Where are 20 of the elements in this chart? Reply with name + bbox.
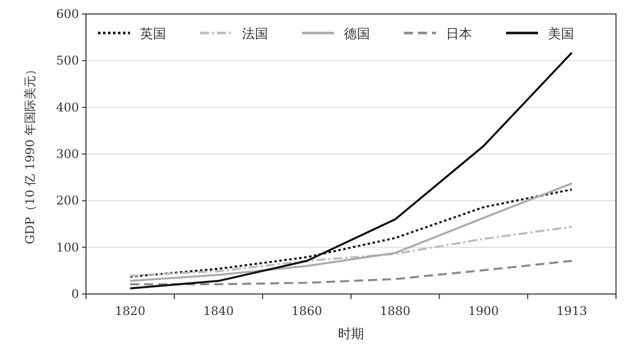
y-tick-label: 500 (56, 54, 79, 68)
x-tick-label: 1820 (114, 304, 146, 318)
x-axis-title: 时期 (338, 327, 364, 342)
legend-label: 法国 (242, 27, 268, 42)
y-tick-label: 600 (56, 7, 79, 21)
y-tick-label: 200 (56, 194, 79, 208)
y-tick-label: 300 (56, 147, 79, 161)
y-axis-title: GDP（10 亿 1990 年国际美元） (23, 64, 37, 244)
x-tick-label: 1880 (380, 304, 410, 318)
legend-label: 英国 (140, 27, 166, 42)
x-tick-label: 1913 (556, 304, 588, 318)
legend-label: 日本 (446, 27, 472, 42)
legend-label: 美国 (548, 26, 574, 42)
y-tick-label: 100 (56, 240, 79, 254)
x-tick-label: 1900 (468, 304, 499, 318)
y-tick-label: 0 (71, 287, 79, 301)
x-tick-label: 1860 (292, 304, 322, 318)
x-tick-label: 1840 (203, 304, 234, 318)
legend-label: 德国 (344, 27, 370, 42)
y-tick-label: 400 (56, 100, 79, 114)
